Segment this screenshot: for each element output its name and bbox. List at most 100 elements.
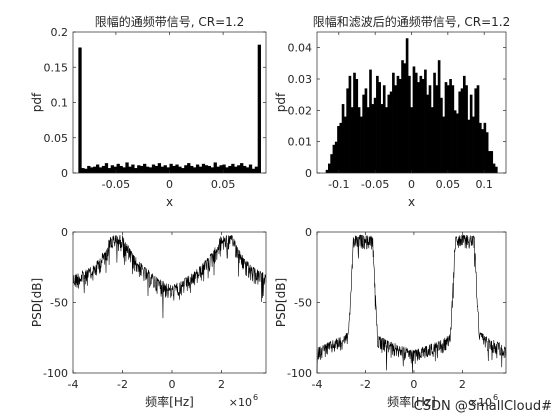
histogram-bar: [465, 85, 468, 173]
histogram-bar: [355, 79, 359, 173]
histogram-bar: [201, 163, 206, 173]
histogram-bar: [216, 166, 220, 173]
histogram-bar: [433, 72, 436, 173]
histogram-bar: [198, 166, 203, 173]
histogram-bar: [385, 107, 388, 173]
y-tick-label: -100: [287, 367, 312, 380]
histogram-bar: [234, 166, 238, 173]
histogram-bar: [184, 165, 188, 173]
histogram-bar: [478, 122, 482, 173]
x-exponent-power: 6: [493, 393, 498, 402]
histogram-bar: [225, 167, 229, 173]
histogram-bar: [243, 165, 247, 173]
histogram-bar: [483, 122, 487, 173]
y-tick-label: -50: [50, 297, 68, 310]
chart-panel-3: -4 -2 0 2 -100 -50 0 频率[Hz] PSD[dB] ×10 6: [30, 226, 267, 409]
histogram-bar: [378, 82, 381, 173]
y-tick-label: -100: [43, 367, 68, 380]
histogram-bar: [392, 72, 395, 173]
histogram-bar: [143, 163, 147, 173]
histogram-bar: [172, 165, 176, 173]
histogram-bar: [456, 113, 459, 173]
histogram-bar: [122, 167, 126, 173]
chart-title: 限幅和滤波后的通频带信号, CR=1.2: [313, 14, 511, 29]
histogram-bar: [160, 166, 164, 173]
histogram-bar: [113, 166, 117, 173]
histogram-bar: [166, 167, 170, 173]
histogram-bar: [254, 166, 259, 173]
histogram-bar: [81, 168, 85, 173]
histogram-bar: [373, 97, 377, 173]
x-axis-label: 频率[Hz]: [387, 394, 436, 409]
histogram-bar: [337, 126, 340, 173]
histogram-bar: [107, 168, 112, 173]
x-axis-label: 频率[Hz]: [145, 394, 194, 409]
histogram-bar: [178, 166, 182, 173]
watermark-text: CSDN @SmallCloud#: [414, 399, 552, 414]
histogram-bar: [376, 75, 379, 173]
histogram-bar: [371, 104, 375, 173]
histogram-bar: [325, 169, 329, 173]
histogram-bar: [398, 79, 402, 173]
histogram-bar: [490, 151, 494, 173]
histogram-bar: [442, 116, 446, 173]
y-axis-label: pdf: [30, 92, 44, 112]
histogram-bar: [222, 164, 226, 173]
x-tick-label: 0.05: [211, 178, 236, 191]
histogram-bar: [362, 94, 365, 173]
histogram-bar: [424, 69, 427, 173]
histogram-bar: [494, 166, 498, 173]
histogram-bar: [421, 79, 425, 173]
histogram-bar: [481, 129, 484, 173]
histogram-bar: [458, 91, 462, 173]
histogram-bar: [237, 165, 241, 173]
histogram-bar: [84, 168, 88, 173]
histogram-bar: [369, 69, 372, 173]
histogram-bar: [157, 163, 162, 173]
histogram-bar: [228, 165, 232, 173]
histogram-bar: [394, 85, 397, 173]
histogram-bar: [245, 167, 250, 173]
histogram-bar: [145, 166, 150, 173]
psd-series-line: [72, 234, 267, 319]
histogram-bar: [460, 88, 464, 173]
histogram-bar: [364, 88, 368, 173]
histogram-bar: [240, 163, 244, 173]
histogram-bar: [190, 165, 194, 173]
histogram-bar: [488, 151, 491, 173]
histogram-bar: [467, 119, 471, 173]
x-axis-label: x: [166, 195, 173, 209]
histogram-bar: [396, 75, 400, 173]
y-tick-label: 0.1: [51, 97, 69, 110]
histogram-bar: [412, 66, 416, 173]
histogram-bar: [204, 165, 209, 173]
histogram-bar: [453, 110, 457, 173]
histogram-bar: [339, 122, 343, 173]
histogram-bar: [187, 163, 191, 173]
histogram-bar: [148, 167, 153, 173]
histogram-bar: [137, 165, 141, 173]
histogram-bar: [119, 165, 123, 173]
histogram-bar: [419, 75, 423, 173]
histogram-bar: [175, 164, 179, 173]
y-axis-label: PSD[dB]: [30, 278, 44, 327]
histogram-bar: [131, 164, 135, 173]
x-exponent-label: ×10: [469, 396, 492, 409]
x-tick-label: 0.05: [436, 178, 461, 191]
histogram-bar: [472, 116, 475, 173]
x-tick-label: 0: [410, 378, 417, 391]
histogram-bar: [257, 44, 261, 173]
histogram-bar: [328, 163, 331, 173]
histogram-bar: [485, 132, 489, 173]
histogram-bar: [104, 163, 109, 173]
histogram-bar: [163, 165, 167, 173]
histogram-bar: [366, 107, 370, 173]
x-tick-label: 0: [408, 178, 415, 191]
histogram-bar: [344, 116, 347, 173]
histogram-bar: [210, 167, 214, 173]
y-axis-label: pdf: [274, 92, 288, 112]
histogram-bar: [357, 107, 361, 173]
histogram-bar: [195, 164, 200, 173]
y-tick-label: 0.04: [288, 42, 313, 55]
histogram-bar: [154, 165, 159, 173]
